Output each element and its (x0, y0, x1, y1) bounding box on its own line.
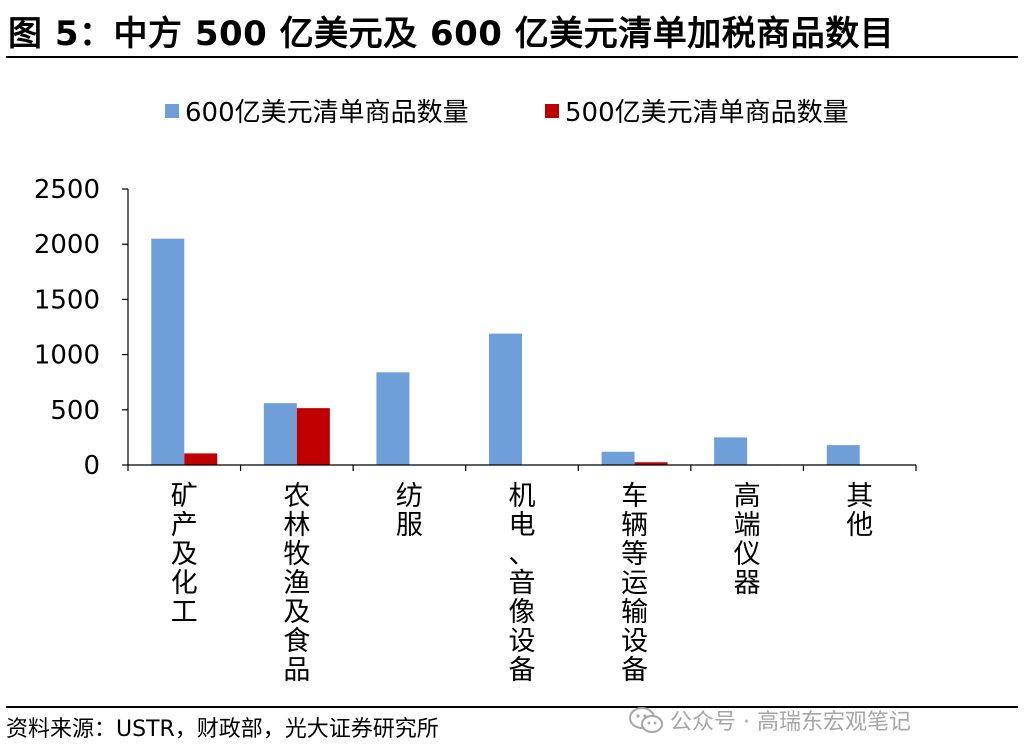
y-tick-label: 2500 (34, 175, 100, 205)
bar (601, 451, 635, 465)
bar (376, 372, 410, 465)
legend-label: 500亿美元清单商品数量 (565, 98, 849, 128)
x-tick-label: 其他 (846, 481, 873, 541)
watermark-text: 公众号 · 高瑞东宏观笔记 (670, 710, 911, 735)
x-tick-label: 车辆等运输设备 (621, 481, 648, 686)
wechat-icon (629, 707, 663, 733)
bar (826, 445, 860, 465)
bar (714, 437, 748, 465)
bar (263, 403, 297, 465)
y-tick-label: 500 (50, 396, 100, 426)
y-tick-label: 2000 (34, 230, 100, 260)
footer-divider (6, 706, 1018, 708)
legend-swatch (165, 104, 179, 118)
x-tick-label: 矿产及化工 (171, 481, 198, 628)
figure-title: 图 5：中方 500 亿美元及 600 亿美元清单加税商品数目 (8, 14, 895, 54)
x-tick-label: 高端仪器 (734, 481, 761, 599)
y-tick-label: 1500 (34, 285, 100, 315)
legend-swatch (545, 104, 559, 118)
title-divider (6, 56, 1018, 58)
source-note: 资料来源：USTR，财政部，光大证券研究所 (6, 717, 439, 742)
bar (151, 238, 185, 465)
bar (184, 453, 218, 465)
x-tick-label: 农林牧渔及食品 (283, 481, 310, 686)
bar (634, 462, 668, 465)
bar (489, 333, 522, 465)
y-tick-label: 1000 (34, 341, 100, 371)
y-tick-label: 0 (83, 451, 100, 481)
bar (296, 408, 330, 465)
x-tick-label: 机电、音像设备 (509, 481, 536, 686)
x-tick-label: 纺服 (396, 481, 423, 541)
watermark: 公众号 · 高瑞东宏观笔记 (628, 704, 911, 736)
legend-label: 600亿美元清单商品数量 (185, 98, 469, 128)
